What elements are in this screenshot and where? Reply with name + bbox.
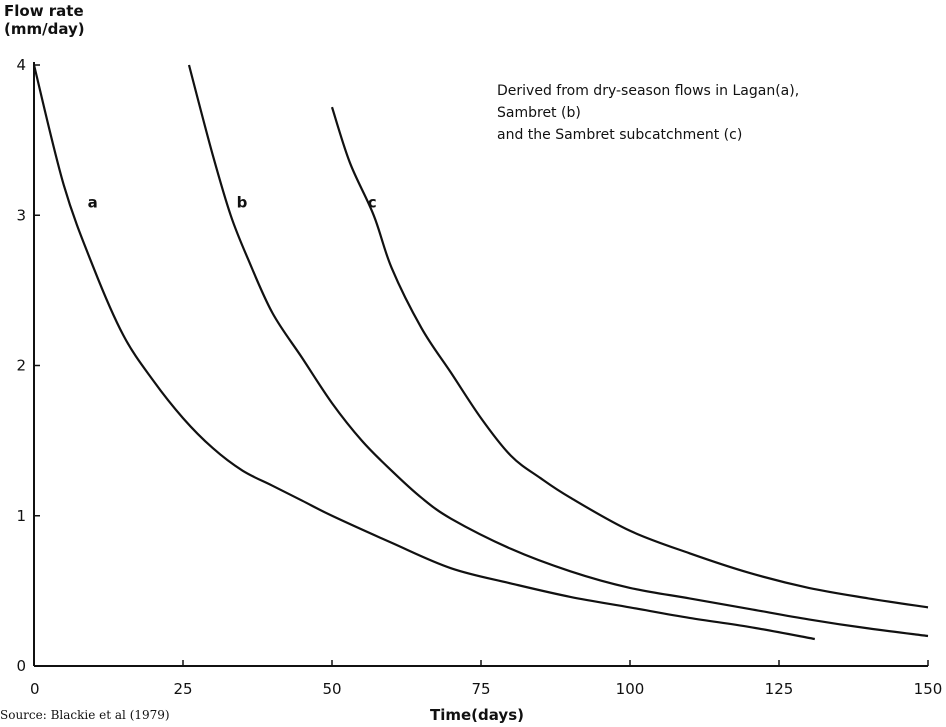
curve-label-b: b <box>237 194 248 212</box>
y-axis-label-line2: (mm/day) <box>4 20 85 38</box>
annotation-line3: and the Sambret subcatchment (c) <box>497 127 743 143</box>
x-tick-label: 100 <box>616 680 645 698</box>
x-tick-label: 150 <box>914 680 943 698</box>
x-axis-label: Time(days) <box>430 706 524 724</box>
y-tick-label: 3 <box>16 206 26 224</box>
y-tick-label: 0 <box>16 657 26 675</box>
series-line-c <box>330 106 929 609</box>
curve-label-c: c <box>368 194 377 212</box>
x-tick-label: 25 <box>173 680 192 698</box>
curve-label-a: a <box>88 194 98 212</box>
x-tick-label: 125 <box>765 680 794 698</box>
x-tick-label: 50 <box>322 680 341 698</box>
annotation-line2: Sambret (b) <box>497 105 581 121</box>
y-tick-label: 2 <box>16 357 26 375</box>
y-axis-label: Flow rate (mm/day) <box>4 2 85 38</box>
y-axis-label-line1: Flow rate <box>4 2 84 20</box>
x-tick-label: 0 <box>30 680 40 698</box>
series-line-a <box>32 64 815 641</box>
series-line-b <box>187 64 929 638</box>
source-note: Source: Blackie et al (1979) <box>0 708 170 722</box>
y-tick-label: 4 <box>16 56 26 74</box>
y-tick-label: 1 <box>16 507 26 525</box>
x-tick-label: 75 <box>471 680 490 698</box>
annotation-line1: Derived from dry-season flows in Lagan(a… <box>497 83 800 99</box>
chart-annotation: Derived from dry-season flows in Lagan(a… <box>497 80 799 146</box>
